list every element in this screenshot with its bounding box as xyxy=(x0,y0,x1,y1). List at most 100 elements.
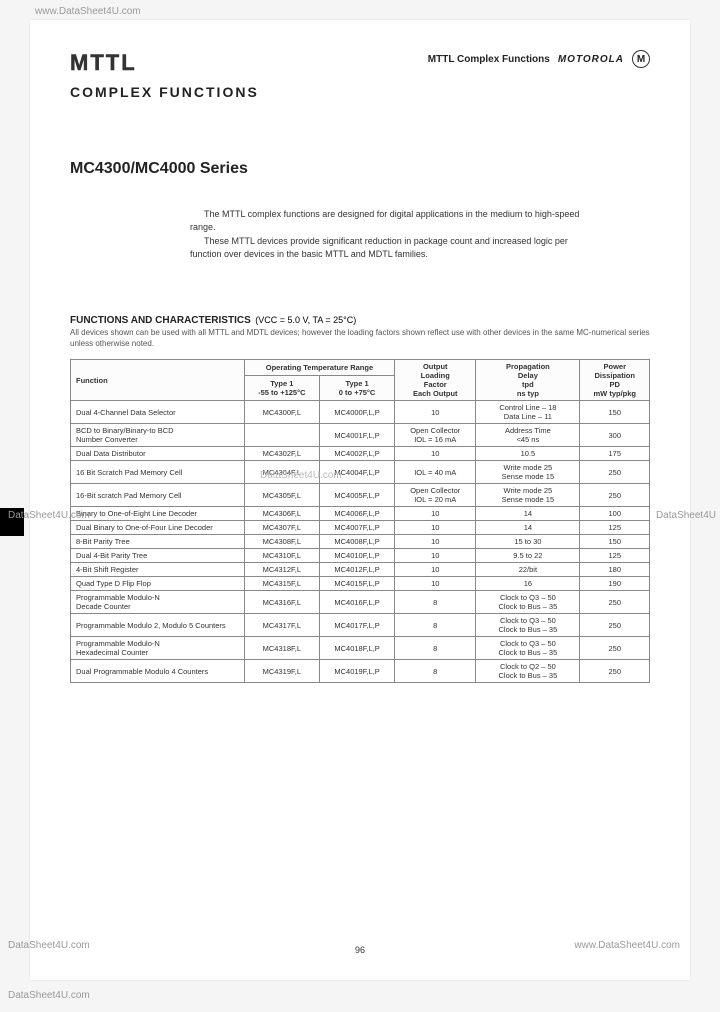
table-row: Dual Data DistributorMC4302F,LMC4002F,L,… xyxy=(71,447,650,461)
mttl-logo: MTTL xyxy=(70,50,137,76)
table-cell: 15 to 30 xyxy=(476,535,580,549)
table-cell: MC4015F,L,P xyxy=(319,577,394,591)
table-cell: 10 xyxy=(395,507,476,521)
table-body: Dual 4-Channel Data SelectorMC4300F,LMC4… xyxy=(71,401,650,683)
table-cell xyxy=(244,424,319,447)
table-cell: Clock to Q2 – 50Clock to Bus – 35 xyxy=(476,660,580,683)
table-cell: MC4002F,L,P xyxy=(319,447,394,461)
table-cell: Programmable Modulo-NHexadecimal Counter xyxy=(71,637,245,660)
table-cell: 150 xyxy=(580,401,650,424)
table-cell: MC4019F,L,P xyxy=(319,660,394,683)
table-cell: MC4006F,L,P xyxy=(319,507,394,521)
table-cell: MC4012F,L,P xyxy=(319,563,394,577)
table-cell: MC4310F,L xyxy=(244,549,319,563)
table-cell: 10 xyxy=(395,535,476,549)
table-cell: 10 xyxy=(395,401,476,424)
table-row: Dual Programmable Modulo 4 CountersMC431… xyxy=(71,660,650,683)
table-cell: Binary to One-of-Eight Line Decoder xyxy=(71,507,245,521)
table-cell: 125 xyxy=(580,549,650,563)
table-cell: 190 xyxy=(580,577,650,591)
table-cell: MC4007F,L,P xyxy=(319,521,394,535)
table-head: Function Operating Temperature Range Out… xyxy=(71,360,650,401)
table-cell: 250 xyxy=(580,484,650,507)
table-cell: MC4018F,L,P xyxy=(319,637,394,660)
table-cell: MC4001F,L,P xyxy=(319,424,394,447)
table-cell: 8 xyxy=(395,637,476,660)
header-right: MTTL Complex Functions MOTOROLA M xyxy=(428,50,650,68)
table-cell: Control Line – 18Data Line – 11 xyxy=(476,401,580,424)
watermark-bot-left1: DataSheet4U.com xyxy=(8,940,90,951)
intro-text: The MTTL complex functions are designed … xyxy=(190,208,590,260)
col-type1a: Type 1-55 to +125°C xyxy=(244,375,319,401)
table-row: 16 Bit Scratch Pad Memory CellMC4304F,LM… xyxy=(71,461,650,484)
table-cell: MC4319F,L xyxy=(244,660,319,683)
brand-name: MOTOROLA xyxy=(558,54,624,65)
intro-p1: The MTTL complex functions are designed … xyxy=(190,208,590,233)
table-cell: MC4005F,L,P xyxy=(319,484,394,507)
table-cell: 8 xyxy=(395,591,476,614)
table-cell: MC4305F,L xyxy=(244,484,319,507)
table-cell: 22/bit xyxy=(476,563,580,577)
watermark-mid-left: DataSheet4U.com xyxy=(8,510,90,521)
table-cell: 10 xyxy=(395,577,476,591)
table-cell: 10 xyxy=(395,521,476,535)
col-pow: PowerDissipationPDmW typ/pkg xyxy=(580,360,650,401)
table-cell: MC4307F,L xyxy=(244,521,319,535)
table-cell: MC4315F,L xyxy=(244,577,319,591)
table-cell: Write mode 25Sense mode 15 xyxy=(476,484,580,507)
table-cell: 10 xyxy=(395,549,476,563)
table-cell: Dual Programmable Modulo 4 Counters xyxy=(71,660,245,683)
table-cell: Clock to Q3 – 50Clock to Bus – 35 xyxy=(476,591,580,614)
table-cell: 250 xyxy=(580,461,650,484)
table-row: 4-Bit Shift RegisterMC4312F,LMC4012F,L,P… xyxy=(71,563,650,577)
table-cell: Dual 4-Channel Data Selector xyxy=(71,401,245,424)
table-cell: Open CollectorIOL = 16 mA xyxy=(395,424,476,447)
table-cell: Quad Type D Flip Flop xyxy=(71,577,245,591)
table-cell: MC4302F,L xyxy=(244,447,319,461)
col-function: Function xyxy=(71,360,245,401)
table-cell: Dual Binary to One-of-Four Line Decoder xyxy=(71,521,245,535)
col-otr: Operating Temperature Range xyxy=(244,360,395,376)
table-cell: MC4306F,L xyxy=(244,507,319,521)
table-cell: Write mode 25Sense mode 15 xyxy=(476,461,580,484)
table-cell: MC4008F,L,P xyxy=(319,535,394,549)
table-cell: 16 xyxy=(476,577,580,591)
table-cell: 14 xyxy=(476,507,580,521)
table-row: 16-Bit scratch Pad Memory CellMC4305F,LM… xyxy=(71,484,650,507)
table-cell: 8-Bit Parity Tree xyxy=(71,535,245,549)
table-cell: 250 xyxy=(580,614,650,637)
motorola-logo-icon: M xyxy=(632,50,650,68)
watermark-mid-right: DataSheet4U xyxy=(656,510,716,521)
table-cell: MC4016F,L,P xyxy=(319,591,394,614)
table-cell: 10 xyxy=(395,447,476,461)
table-cell: BCD to Binary/Binary-to BCDNumber Conver… xyxy=(71,424,245,447)
table-cell: MC4308F,L xyxy=(244,535,319,549)
series-title: MC4300/MC4000 Series xyxy=(70,160,650,178)
table-cell: MC4316F,L xyxy=(244,591,319,614)
table-cell: Open CollectorIOL = 20 mA xyxy=(395,484,476,507)
table-cell: MC4010F,L,P xyxy=(319,549,394,563)
table-cell: 10.5 xyxy=(476,447,580,461)
table-cell: MC4304F,L xyxy=(244,461,319,484)
table-cell: IOL = 40 mA xyxy=(395,461,476,484)
watermark-bot-right: www.DataSheet4U.com xyxy=(574,940,680,951)
table-title: FUNCTIONS AND CHARACTERISTICS xyxy=(70,315,251,326)
header-right-text: MTTL Complex Functions xyxy=(428,54,550,65)
table-cell: Address Time<45 ns xyxy=(476,424,580,447)
table-cell: 4-Bit Shift Register xyxy=(71,563,245,577)
table-cell: 250 xyxy=(580,637,650,660)
table-cell: MC4000F,L,P xyxy=(319,401,394,424)
table-cell: Clock to Q3 – 50Clock to Bus – 35 xyxy=(476,637,580,660)
table-cell: 16-Bit scratch Pad Memory Cell xyxy=(71,484,245,507)
table-row: Dual 4-Channel Data SelectorMC4300F,LMC4… xyxy=(71,401,650,424)
page-number: 96 xyxy=(355,945,365,955)
table-title-row: FUNCTIONS AND CHARACTERISTICS (VCC = 5.0… xyxy=(70,310,650,328)
table-cell: 10 xyxy=(395,563,476,577)
table-row: Programmable Modulo-NDecade CounterMC431… xyxy=(71,591,650,614)
col-prop: PropagationDelaytpdns typ xyxy=(476,360,580,401)
header-row: MTTL MTTL Complex Functions MOTOROLA M xyxy=(70,50,650,76)
col-load: OutputLoadingFactorEach Output xyxy=(395,360,476,401)
table-cell: MC4017F,L,P xyxy=(319,614,394,637)
table-conditions: (VCC = 5.0 V, TA = 25°C) xyxy=(255,315,356,325)
table-row: 8-Bit Parity TreeMC4308F,LMC4008F,L,P101… xyxy=(71,535,650,549)
